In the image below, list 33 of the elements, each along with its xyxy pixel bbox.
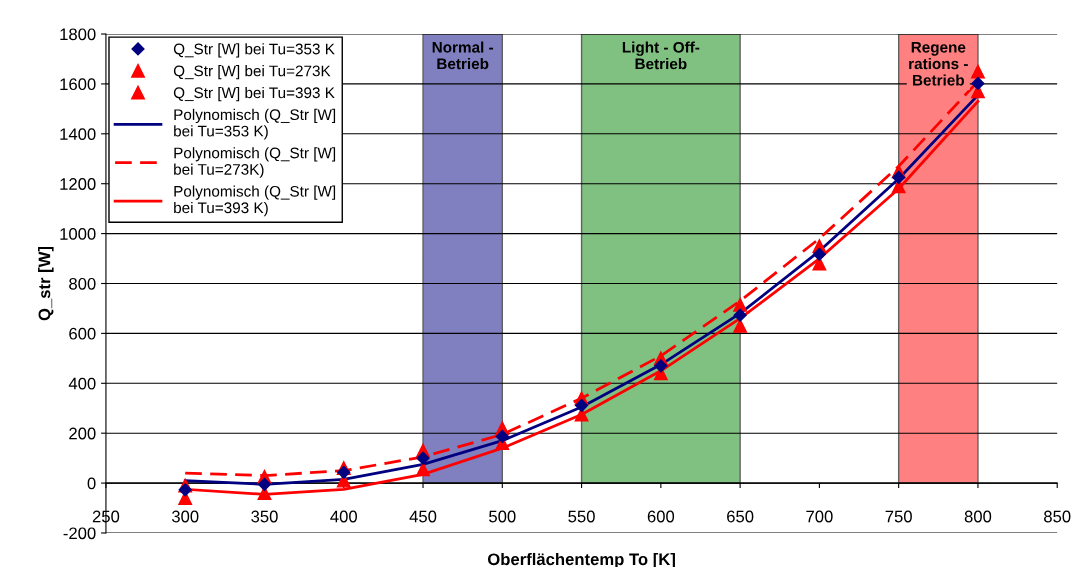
x-tick-label: 800	[964, 510, 992, 523]
y-tick-label: 1800	[60, 28, 96, 41]
y-tick-label: 800	[69, 277, 96, 290]
x-tick-label: 300	[171, 510, 199, 523]
y-tick-label: 600	[69, 327, 96, 340]
legend-label: Polynomisch (Q_Str [W] bei Tu=393 K)	[174, 185, 336, 217]
y-tick-label: 400	[68, 377, 96, 390]
y-tick-label: 200	[69, 427, 96, 440]
legend-label: Polynomisch (Q_Str [W] bei Tu=273K)	[174, 147, 336, 178]
y-tick-label: 1000	[60, 228, 96, 240]
x-tick-label: 450	[409, 510, 437, 523]
band-label: Light - Off- Betrieb	[622, 41, 700, 70]
band-label: Regene rations - Betrieb	[909, 42, 968, 86]
y-axis-title: Q_str [W]	[38, 246, 54, 321]
band-label: Normal - Betrieb	[432, 41, 494, 70]
x-tick-label: 350	[251, 510, 278, 523]
x-tick-label: 550	[568, 510, 595, 523]
legend-label: Q_Str [W] bei Tu=273K	[173, 65, 331, 80]
y-tick-label: -200	[63, 527, 96, 540]
x-tick-label: 500	[489, 510, 516, 523]
legend-label: Polynomisch (Q_Str [W] bei Tu=353 K)	[174, 108, 336, 140]
x-tick-label: 400	[330, 510, 358, 523]
x-tick-label: 700	[806, 510, 833, 523]
legend-label: Q_Str [W] bei Tu=393 K	[173, 86, 335, 102]
y-tick-label: 1600	[60, 78, 96, 91]
y-tick-label: 0	[87, 477, 96, 490]
x-tick-label: 600	[647, 510, 675, 523]
x-tick-label: 650	[727, 510, 754, 523]
x-tick-label: 750	[885, 510, 912, 523]
y-tick-label: 1400	[60, 128, 96, 141]
y-tick-label: 1200	[60, 178, 96, 190]
legend-label: Q_Str [W] bei Tu=353 K	[173, 43, 335, 58]
x-tick-label: 850	[1044, 510, 1071, 523]
